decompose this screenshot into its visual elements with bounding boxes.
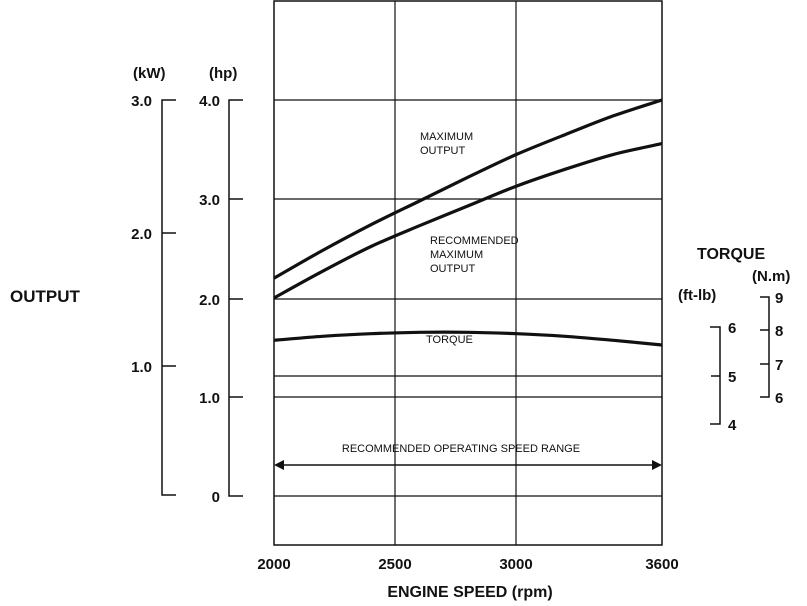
- kw-tick-label-1: 1.0: [131, 359, 152, 376]
- label-maximum-output-2: OUTPUT: [420, 145, 466, 157]
- series-line-torque: [273, 330, 663, 347]
- nm-unit-label: (N.m): [752, 268, 790, 285]
- hp-tick-label-0: 0: [212, 489, 220, 506]
- nm-tick-label-9: 9: [775, 290, 783, 307]
- label-torque-series: TORQUE: [426, 334, 473, 346]
- x-axis-title: ENGINE SPEED (rpm): [387, 584, 552, 601]
- hp-axis-bracket: [228, 99, 243, 497]
- x-tick-label-3000: 3000: [499, 556, 532, 573]
- nm-axis-bracket: [760, 296, 770, 398]
- series-line-maximum-output: [273, 98, 663, 280]
- kw-unit-label: (kW): [133, 65, 166, 82]
- operating-range-arrow-right: [652, 460, 662, 470]
- hp-tick-label-4: 4.0: [199, 93, 220, 110]
- kw-tick-label-2: 2.0: [131, 226, 152, 243]
- label-recommended-2: MAXIMUM: [430, 249, 483, 261]
- kw-axis-bracket: [161, 99, 176, 496]
- nm-tick-label-6: 6: [775, 390, 783, 407]
- series-line-recommended-maximum-output: [273, 142, 663, 300]
- ftlb-tick-label-4: 4: [728, 417, 737, 434]
- ftlb-tick-label-6: 6: [728, 320, 736, 337]
- output-axis-title: OUTPUT: [10, 287, 81, 306]
- plot-frame: [273, 0, 663, 546]
- label-recommended-1: RECOMMENDED: [430, 235, 519, 247]
- annotation-operating-range: RECOMMENDED OPERATING SPEED RANGE: [342, 443, 580, 455]
- hp-tick-label-1: 1.0: [199, 390, 220, 407]
- label-maximum-output-1: MAXIMUM: [420, 131, 473, 143]
- hp-tick-label-2: 2.0: [199, 292, 220, 309]
- ftlb-tick-label-5: 5: [728, 369, 736, 386]
- x-tick-label-3600: 3600: [645, 556, 678, 573]
- x-tick-label-2000: 2000: [257, 556, 290, 573]
- torque-axis-title: TORQUE: [697, 246, 765, 263]
- operating-range-arrow-left: [274, 460, 284, 470]
- x-tick-label-2500: 2500: [378, 556, 411, 573]
- nm-tick-label-8: 8: [775, 323, 783, 340]
- nm-tick-label-7: 7: [775, 357, 783, 374]
- hp-unit-label: (hp): [209, 65, 237, 82]
- label-recommended-3: OUTPUT: [430, 263, 476, 275]
- kw-tick-label-3: 3.0: [131, 93, 152, 110]
- hp-tick-label-3: 3.0: [199, 192, 220, 209]
- ftlb-unit-label: (ft-lb): [678, 287, 716, 304]
